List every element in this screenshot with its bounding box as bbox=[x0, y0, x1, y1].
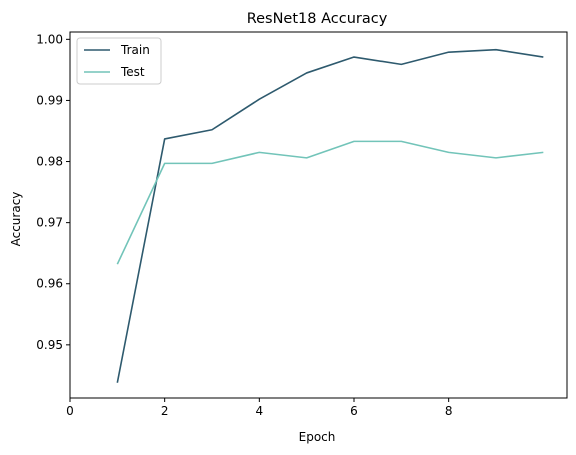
ticks-layer: 0 2 4 6 8 0.95 0.96 0.97 0.98 0.99 1.00 bbox=[36, 32, 452, 418]
plot-frame bbox=[69, 31, 568, 399]
chart-title: ResNet18 Accuracy bbox=[247, 11, 388, 27]
x-tick-label: 2 bbox=[161, 404, 169, 418]
x-axis-label: Epoch bbox=[299, 430, 336, 444]
y-tick-label: 0.96 bbox=[36, 277, 63, 291]
legend-label: Train bbox=[120, 43, 150, 57]
x-tick-label: 6 bbox=[350, 404, 358, 418]
legend: Train Test bbox=[76, 37, 162, 85]
y-axis-label: Accuracy bbox=[9, 192, 23, 247]
y-tick-label: 0.99 bbox=[36, 93, 63, 107]
y-tick-label: 0.98 bbox=[36, 155, 63, 169]
x-tick-label: 8 bbox=[445, 404, 453, 418]
y-tick-label: 1.00 bbox=[36, 32, 63, 46]
y-tick-label: 0.97 bbox=[36, 216, 63, 230]
legend-label: Test bbox=[120, 65, 145, 79]
lines-layer bbox=[116, 48, 544, 383]
x-tick-label: 0 bbox=[66, 404, 74, 418]
x-tick-label: 4 bbox=[256, 404, 264, 418]
series-line-test bbox=[116, 140, 544, 265]
series-line-train bbox=[116, 48, 544, 383]
y-tick-label: 0.95 bbox=[36, 338, 63, 352]
